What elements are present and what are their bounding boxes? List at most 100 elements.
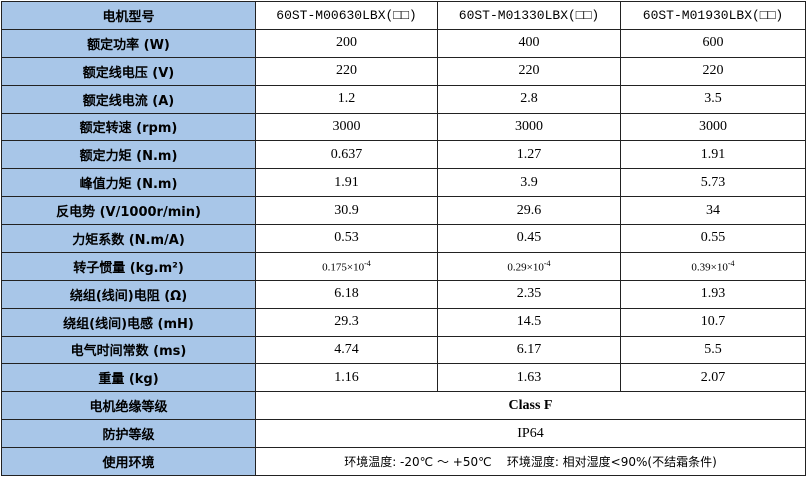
label-cell: 绕组(线间)电感 (mH) bbox=[1, 307, 256, 337]
value-cell: 1.2 bbox=[255, 84, 438, 114]
value-cell: 30.9 bbox=[255, 196, 438, 225]
cell-text: 60ST-M01330LBX(□□) bbox=[458, 7, 600, 23]
spec-row: 峰值力矩 (N.m) 1.91 3.9 5.73 bbox=[1, 168, 806, 198]
label-cell: 额定功率 (W) bbox=[1, 28, 256, 58]
spec-row: 力矩系数 (N.m/A) 0.53 0.45 0.55 bbox=[1, 224, 806, 253]
spec-row: 反电势 (V/1000r/min) 30.9 29.6 34 bbox=[1, 196, 806, 225]
label-cell: 电气时间常数 (ms) bbox=[1, 335, 256, 365]
spec-row: 额定力矩 (N.m) 0.637 1.27 1.91 bbox=[1, 140, 806, 170]
cell-text: 1.91 bbox=[334, 174, 359, 190]
value-cell: 3.9 bbox=[437, 168, 621, 198]
cell-text: 1.16 bbox=[334, 369, 359, 385]
value-cell: 5.73 bbox=[620, 168, 806, 198]
cell-text: 60ST-M00630LBX(□□) bbox=[276, 7, 417, 23]
cell-text: 电机绝缘等级 bbox=[89, 400, 168, 416]
value-cell: 1.91 bbox=[620, 140, 806, 170]
value-cell: 0.175×10-4 bbox=[255, 251, 438, 281]
cell-text: 0.53 bbox=[334, 230, 359, 246]
cell-text: 使用环境 bbox=[102, 456, 155, 471]
value-cell: 220 bbox=[620, 56, 806, 86]
spec-row: 重量 (kg) 1.16 1.63 2.07 bbox=[1, 363, 806, 393]
label-cell: 峰值力矩 (N.m) bbox=[1, 168, 256, 198]
spec-row: 绕组(线间)电感 (mH) 29.3 14.5 10.7 bbox=[1, 307, 806, 337]
cell-text: 绕组(线间)电感 (mH) bbox=[63, 316, 194, 332]
value-cell: 0.39×10-4 bbox=[620, 251, 806, 281]
cell-text: 反电势 (V/1000r/min) bbox=[56, 205, 201, 221]
header-cell: 电机型号 bbox=[1, 1, 256, 30]
cell-text: 2.35 bbox=[516, 286, 542, 302]
header-cell: 60ST-M01930LBX(□□) bbox=[620, 1, 806, 30]
value-cell: 400 bbox=[437, 28, 621, 58]
cell-text: 4.74 bbox=[334, 341, 359, 357]
cell-text: 0.637 bbox=[330, 146, 363, 162]
value-cell: 3.5 bbox=[620, 84, 806, 114]
value-cell: 3000 bbox=[255, 112, 438, 142]
cell-text: 额定线电流 (A) bbox=[82, 93, 175, 109]
value-cell: 3000 bbox=[437, 112, 621, 142]
cell-text: 6.18 bbox=[334, 286, 359, 302]
value-cell: 5.5 bbox=[620, 335, 806, 365]
value-cell: 2.35 bbox=[437, 279, 621, 309]
value-cell: 1.93 bbox=[620, 279, 806, 309]
value-cell: 0.637 bbox=[255, 140, 438, 170]
cell-text: 60ST-M01930LBX(□□) bbox=[642, 7, 784, 23]
spec-row: 绕组(线间)电阻 (Ω) 6.18 2.35 1.93 bbox=[1, 279, 806, 309]
cell-text: 220 bbox=[702, 63, 724, 79]
label-cell: 额定力矩 (N.m) bbox=[1, 140, 256, 170]
value-cell: 1.63 bbox=[437, 363, 621, 393]
value-cell: IP64 bbox=[255, 419, 806, 448]
cell-text: 10.7 bbox=[700, 314, 726, 330]
cell-text: 1.27 bbox=[516, 146, 542, 162]
cell-text: 额定转速 (rpm) bbox=[79, 121, 178, 137]
cell-text: 5.73 bbox=[700, 174, 726, 190]
spec-row: 额定转速 (rpm) 3000 3000 3000 bbox=[1, 112, 806, 142]
label-cell: 反电势 (V/1000r/min) bbox=[1, 196, 256, 225]
value-cell: 1.16 bbox=[255, 363, 438, 393]
cell-text: 14.5 bbox=[516, 314, 542, 330]
cell-text: 1.93 bbox=[700, 286, 726, 302]
value-cell: 2.8 bbox=[437, 84, 621, 114]
cell-text: 5.5 bbox=[704, 341, 722, 357]
cell-text: 3.9 bbox=[520, 174, 538, 190]
label-cell: 额定线电流 (A) bbox=[1, 84, 256, 114]
value-cell: 6.17 bbox=[437, 335, 621, 365]
cell-text: 1.2 bbox=[337, 91, 356, 107]
value-base: 0.29×10 bbox=[507, 261, 544, 274]
cell-text: 力矩系数 (N.m/A) bbox=[72, 232, 185, 248]
value-cell: 220 bbox=[437, 56, 621, 86]
cell-text: 额定线电压 (V) bbox=[82, 65, 175, 81]
header-row: 电机型号 60ST-M00630LBX(□□) 60ST-M01330LBX(□□)… bbox=[1, 1, 806, 30]
span-row: 使用环境 环境温度: -20℃ ～ +50℃ 环境湿度: 相对湿度<90%(不结霜… bbox=[1, 447, 806, 476]
value-cell: 1.27 bbox=[437, 140, 621, 170]
cell-text: 重量 (kg) bbox=[98, 372, 159, 388]
cell-text: 220 bbox=[518, 63, 540, 79]
cell-text: 额定功率 (W) bbox=[87, 37, 170, 53]
value-exponent: -4 bbox=[364, 258, 371, 268]
value-cell: 0.55 bbox=[620, 224, 806, 253]
label-cell: 重量 (kg) bbox=[1, 363, 256, 393]
value-cell: 29.3 bbox=[255, 307, 438, 337]
value-cell: 600 bbox=[620, 28, 806, 58]
value-cell: 0.53 bbox=[255, 224, 438, 253]
cell-text: 6.17 bbox=[516, 341, 542, 357]
value-cell: 3000 bbox=[620, 112, 806, 142]
cell-text: 0.45 bbox=[516, 230, 542, 246]
value-cell: 200 bbox=[255, 28, 438, 58]
cell-text: 电气时间常数 (ms) bbox=[70, 344, 187, 360]
cell-text: 防护等级 bbox=[102, 428, 155, 444]
cell-text: Class F bbox=[508, 397, 553, 413]
cell-text: 3000 bbox=[699, 118, 727, 134]
cell-text: 1.63 bbox=[516, 369, 542, 385]
cell-text: 3000 bbox=[332, 118, 361, 134]
spec-row: 转子惯量 (kg.m²) 0.175×10-4 0.29×10-4 0.39×10-4 bbox=[1, 251, 806, 281]
cell-text: 29.6 bbox=[516, 202, 542, 218]
span-row: 防护等级 IP64 bbox=[1, 419, 806, 448]
value-cell: 2.07 bbox=[620, 363, 806, 393]
value-exponent: -4 bbox=[543, 258, 551, 268]
cell-text: 转子惯量 (kg.m²) bbox=[73, 260, 184, 276]
value-cell: 10.7 bbox=[620, 307, 806, 337]
cell-text: 0.55 bbox=[700, 230, 726, 246]
value-base: 0.175×10 bbox=[322, 261, 365, 274]
